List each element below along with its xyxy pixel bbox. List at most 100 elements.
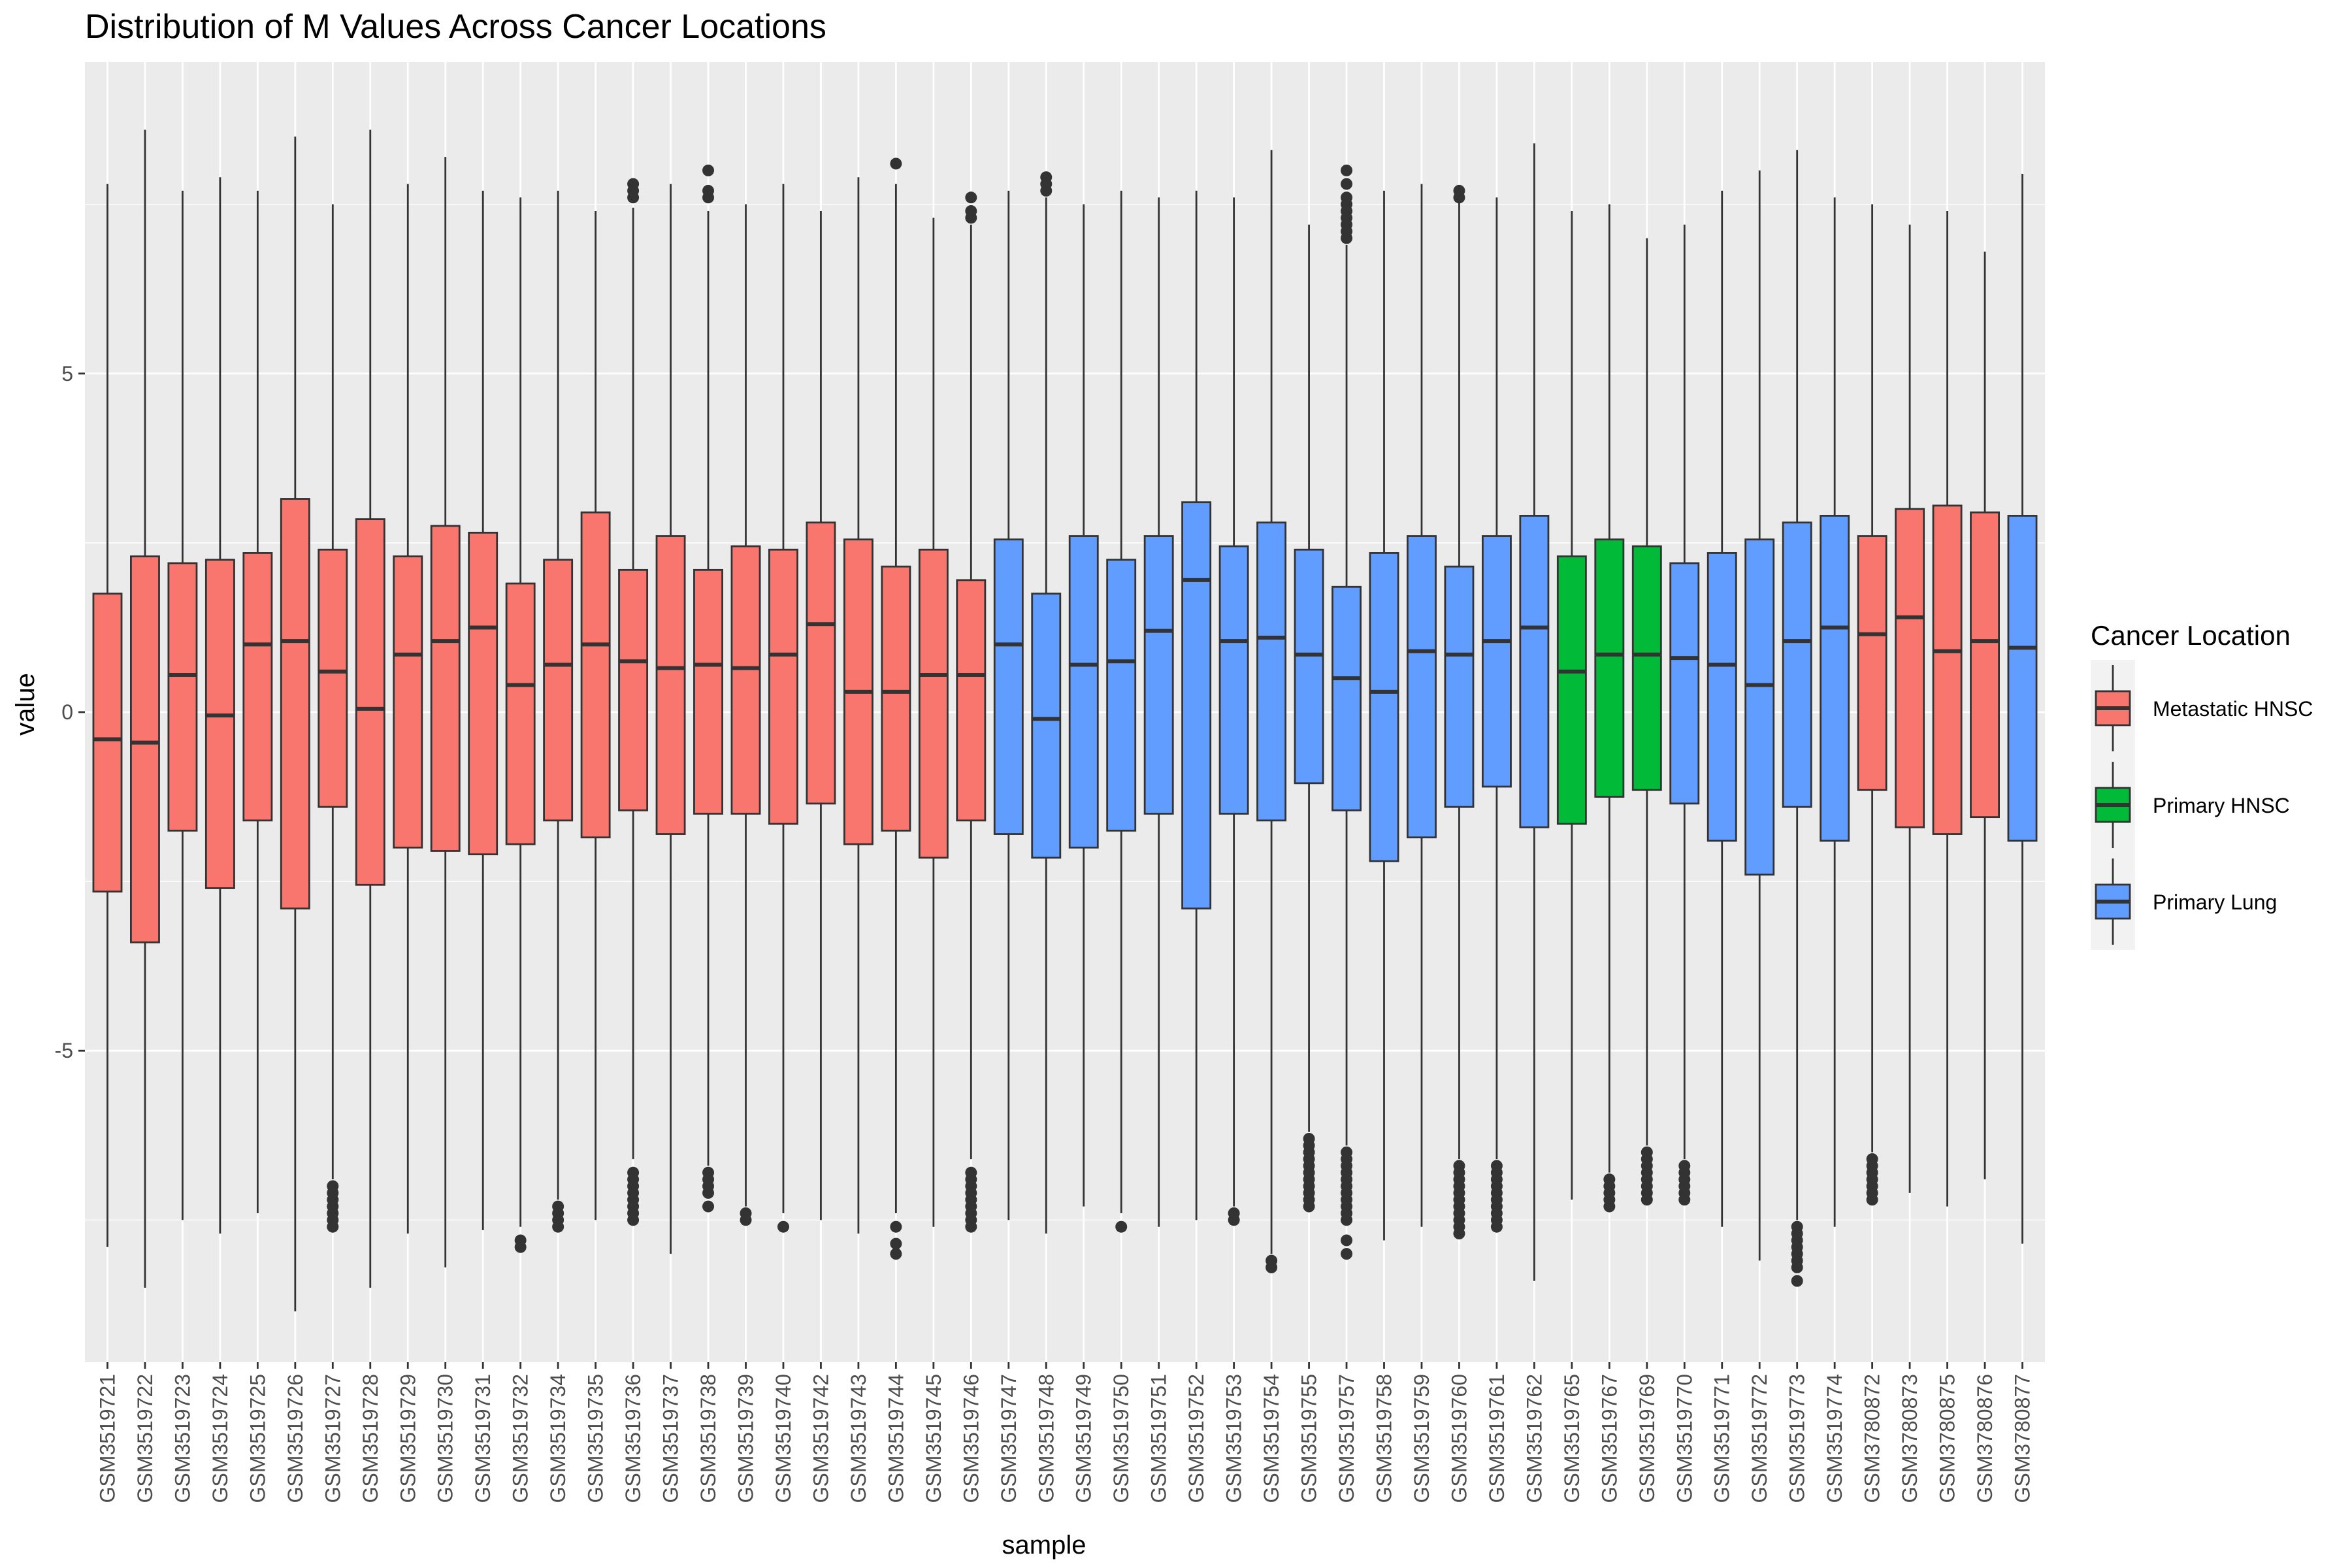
outlier-point xyxy=(1341,1234,1353,1247)
box-body xyxy=(618,568,649,811)
legend-item: Primary Lung xyxy=(2091,853,2277,950)
outlier-point xyxy=(1115,1220,1128,1233)
x-tick-label: GSM3519752 xyxy=(1184,1374,1208,1503)
box-GSM3519769 xyxy=(1631,238,1662,1206)
x-tick-label: GSM3519727 xyxy=(321,1374,344,1503)
x-tick-label: GSM3519759 xyxy=(1410,1374,1433,1503)
box-GSM3519721 xyxy=(92,184,123,1247)
box-body xyxy=(993,538,1024,835)
x-tick-label: GSM3519757 xyxy=(1335,1374,1358,1503)
x-tick-label: GSM3519747 xyxy=(997,1374,1021,1503)
x-tick-label: GSM3519762 xyxy=(1522,1374,1546,1503)
box-body xyxy=(1407,535,1437,839)
x-tick-label: GSM3519738 xyxy=(696,1374,720,1503)
x-tick-label: GSM3519744 xyxy=(884,1374,907,1503)
x-tick-label: GSM3519734 xyxy=(546,1374,570,1503)
outlier-point xyxy=(1490,1220,1503,1233)
x-tick-label: GSM3519736 xyxy=(621,1374,645,1503)
outlier-point xyxy=(327,1220,339,1233)
x-axis: GSM3519721 GSM3519722 GSM3519723 GSM3519724… xyxy=(95,1362,2034,1503)
box-GSM3519724 xyxy=(204,177,235,1234)
box-GSM3519750 xyxy=(1106,190,1137,1233)
outlier-point xyxy=(1453,1228,1465,1240)
outlier-point xyxy=(1341,1214,1353,1226)
x-tick-label: GSM3519725 xyxy=(246,1374,269,1503)
box-body xyxy=(242,552,273,822)
box-GSM3780877 xyxy=(2007,174,2038,1244)
x-tick-label: GSM3519743 xyxy=(847,1374,870,1503)
box-body xyxy=(1895,508,1925,828)
box-GSM3780875 xyxy=(1932,211,1963,1207)
box-GSM3780872 xyxy=(1857,204,1887,1206)
outlier-point xyxy=(627,178,640,190)
box-GSM3519751 xyxy=(1143,197,1174,1227)
box-body xyxy=(1294,548,1324,785)
box-body xyxy=(1481,535,1512,788)
outlier-point xyxy=(1791,1261,1803,1273)
outlier-point xyxy=(777,1220,789,1233)
box-body xyxy=(1631,545,1662,791)
legend-label: Metastatic HNSC xyxy=(2153,697,2313,721)
x-tick-label: GSM3780873 xyxy=(1898,1374,1921,1503)
outlier-point xyxy=(702,184,715,197)
outlier-point xyxy=(1603,1200,1616,1213)
box-GSM3519748 xyxy=(1031,171,1062,1234)
outlier-point xyxy=(1040,171,1053,184)
box-GSM3519726 xyxy=(280,137,310,1312)
box-GSM3519736 xyxy=(618,178,649,1226)
box-GSM3519732 xyxy=(505,197,536,1253)
box-GSM3519722 xyxy=(130,129,160,1288)
box-GSM3519758 xyxy=(1369,190,1399,1241)
outlier-point xyxy=(627,1214,640,1226)
box-GSM3519772 xyxy=(1744,170,1775,1261)
box-GSM3519737 xyxy=(655,184,686,1254)
outlier-point xyxy=(965,191,977,204)
x-tick-label: GSM3519735 xyxy=(584,1374,608,1503)
boxes xyxy=(92,129,2038,1312)
x-tick-label: GSM3519726 xyxy=(284,1374,307,1503)
box-body xyxy=(1707,552,1737,842)
legend-item: Primary HNSC xyxy=(2091,757,2290,853)
x-tick-label: GSM3519755 xyxy=(1298,1374,1321,1503)
box-body xyxy=(1556,555,1587,825)
box-GSM3519753 xyxy=(1218,197,1249,1226)
x-tick-label: GSM3780877 xyxy=(2011,1374,2034,1503)
box-body xyxy=(1106,559,1137,832)
x-tick-label: GSM3519769 xyxy=(1635,1374,1659,1503)
legend: Cancer Location Metastatic HNSC Primary H… xyxy=(2091,620,2313,950)
legend-item: Metastatic HNSC xyxy=(2091,660,2313,757)
box-GSM3519767 xyxy=(1594,204,1625,1213)
box-GSM3519749 xyxy=(1068,204,1099,1207)
y-tick-label: 0 xyxy=(61,700,73,724)
box-GSM3519762 xyxy=(1519,143,1550,1281)
outlier-point xyxy=(1228,1214,1240,1226)
box-body xyxy=(1932,504,1963,835)
x-tick-label: GSM3519737 xyxy=(659,1374,683,1503)
x-tick-label: GSM3780876 xyxy=(1973,1374,1997,1503)
outlier-point xyxy=(702,1186,715,1199)
x-tick-label: GSM3519749 xyxy=(1072,1374,1096,1503)
y-tick-label: -5 xyxy=(55,1039,73,1062)
x-tick-label: GSM3519761 xyxy=(1485,1374,1509,1503)
box-body xyxy=(1519,515,1550,828)
outlier-point xyxy=(890,1248,902,1260)
x-tick-label: GSM3519767 xyxy=(1597,1374,1621,1503)
outlier-point xyxy=(965,1220,977,1233)
box-GSM3519770 xyxy=(1669,224,1700,1206)
y-axis: -5 0 5 xyxy=(55,362,85,1062)
x-tick-label: GSM3780872 xyxy=(1861,1374,1884,1503)
outlier-point xyxy=(1266,1261,1278,1273)
x-tick-label: GSM3519722 xyxy=(133,1374,157,1503)
box-body xyxy=(806,521,836,805)
outlier-point xyxy=(1866,1194,1878,1206)
x-tick-label: GSM3519724 xyxy=(208,1374,232,1503)
box-GSM3519754 xyxy=(1256,150,1287,1273)
box-GSM3519755 xyxy=(1294,224,1324,1213)
x-tick-label: GSM3519760 xyxy=(1447,1374,1471,1503)
box-body xyxy=(468,531,498,856)
x-tick-label: GSM3519746 xyxy=(959,1374,983,1503)
box-GSM3519730 xyxy=(430,157,461,1267)
box-GSM3519738 xyxy=(693,164,723,1213)
